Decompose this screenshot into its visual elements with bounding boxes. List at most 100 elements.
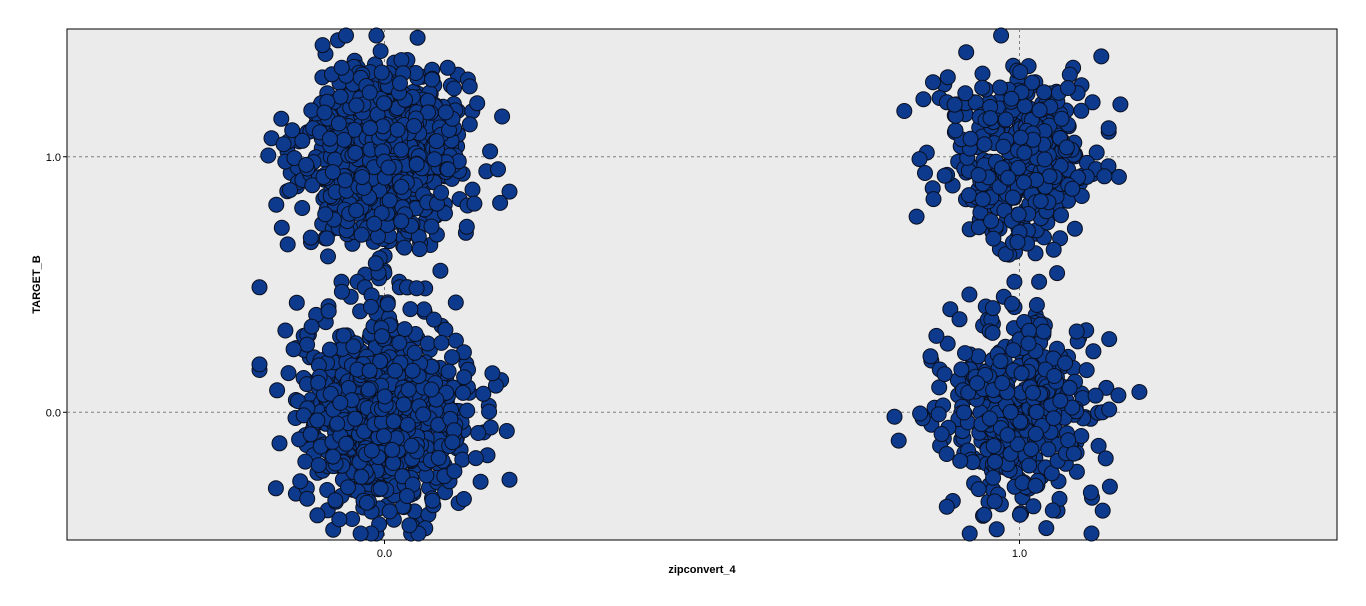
scatter-point [482, 143, 499, 160]
scatter-point [917, 165, 933, 181]
scatter-point [440, 161, 456, 178]
y-tick-label: 0.0 [46, 407, 61, 419]
scatter-point [299, 336, 316, 353]
scatter-point [970, 167, 987, 183]
scatter-point [379, 296, 396, 313]
scatter-point [335, 327, 352, 344]
scatter-point [331, 511, 348, 528]
scatter-point [408, 280, 425, 297]
scatter-point [299, 490, 316, 507]
scatter-point [380, 159, 397, 176]
scatter-point [321, 341, 338, 358]
scatter-point [1016, 144, 1033, 161]
scatter-point [437, 104, 454, 121]
scatter-point [381, 503, 398, 520]
x-axis-title: zipconvert_4 [668, 564, 736, 576]
scatter-point [374, 328, 390, 345]
scatter-point [993, 27, 1010, 44]
y-axis-title: TARGET_B [31, 255, 43, 314]
scatter-point [432, 262, 449, 279]
scatter-point [324, 164, 341, 181]
scatter-point [981, 410, 998, 427]
scatter-point [303, 318, 320, 335]
scatter-point [492, 194, 509, 211]
scatter-point [447, 294, 464, 311]
scatter-point [1112, 96, 1129, 113]
scatter-point [401, 517, 418, 534]
scatter-point [376, 95, 393, 112]
scatter-point [389, 121, 406, 138]
scatter-point [251, 279, 268, 296]
scatter-point [354, 169, 371, 186]
scatter-point [939, 335, 956, 352]
scatter-point [1027, 425, 1044, 442]
scatter-point [406, 344, 423, 361]
scatter-point [974, 191, 991, 208]
scatter-point [391, 334, 408, 351]
scatter-point [942, 301, 959, 318]
scatter-point [393, 141, 410, 158]
scatter-point [347, 144, 364, 161]
scatter-point [260, 147, 277, 164]
scatter-point [1045, 241, 1062, 258]
scatter-point [337, 172, 354, 189]
scatter-point [280, 365, 297, 382]
scatter-point [985, 438, 1002, 454]
scatter-point [393, 178, 410, 195]
scatter-point [1096, 168, 1113, 185]
scatter-point [302, 229, 319, 246]
scatter-point [1101, 331, 1118, 348]
scatter-point [310, 374, 327, 391]
scatter-point [957, 85, 974, 102]
scatter-point [461, 78, 478, 95]
scatter-point [1068, 463, 1085, 480]
scatter-point [1094, 502, 1111, 519]
scatter-point [938, 498, 955, 515]
scatter-point [424, 71, 440, 88]
scatter-point [363, 442, 380, 459]
scatter-point [358, 494, 375, 511]
scatter-point [348, 202, 365, 219]
scatter-point [1011, 506, 1028, 523]
scatter-point [402, 301, 419, 318]
scatter-point [939, 69, 956, 86]
scatter-point [1015, 174, 1032, 191]
data-points [251, 27, 1148, 542]
scatter-point [962, 130, 979, 147]
scatter-point [969, 375, 986, 392]
scatter-point [992, 353, 1009, 370]
scatter-point [321, 130, 338, 147]
scatter-point [353, 226, 370, 243]
scatter-point [279, 236, 296, 253]
scatter-point [367, 255, 384, 272]
scatter-point [466, 195, 483, 212]
scatter-point [309, 507, 326, 524]
scatter-point [415, 406, 432, 423]
scatter-point [403, 437, 420, 454]
scatter-point [423, 381, 440, 398]
scatter-point [273, 219, 290, 236]
scatter-point [928, 327, 945, 344]
scatter-point [1023, 441, 1040, 458]
scatter-point [1004, 189, 1021, 206]
y-tick-label: 1.0 [46, 152, 61, 164]
scatter-point [288, 294, 305, 311]
scatter-point [484, 365, 501, 382]
scatter-point [409, 29, 426, 46]
scatter-point [999, 426, 1016, 443]
scatter-point [267, 480, 284, 497]
scatter-point [1025, 498, 1042, 515]
scatter-point [461, 116, 478, 133]
scatter-point [890, 432, 907, 449]
scatter-point [1078, 362, 1095, 379]
scatter-point [318, 230, 335, 247]
scatter-point [304, 177, 321, 194]
scatter-point [984, 324, 1001, 341]
scatter-point [922, 348, 939, 365]
scatter-point [458, 218, 475, 235]
scatter-point [277, 322, 294, 339]
scatter-point [896, 103, 913, 119]
scatter-point [419, 335, 436, 352]
scatter-point [970, 348, 987, 365]
